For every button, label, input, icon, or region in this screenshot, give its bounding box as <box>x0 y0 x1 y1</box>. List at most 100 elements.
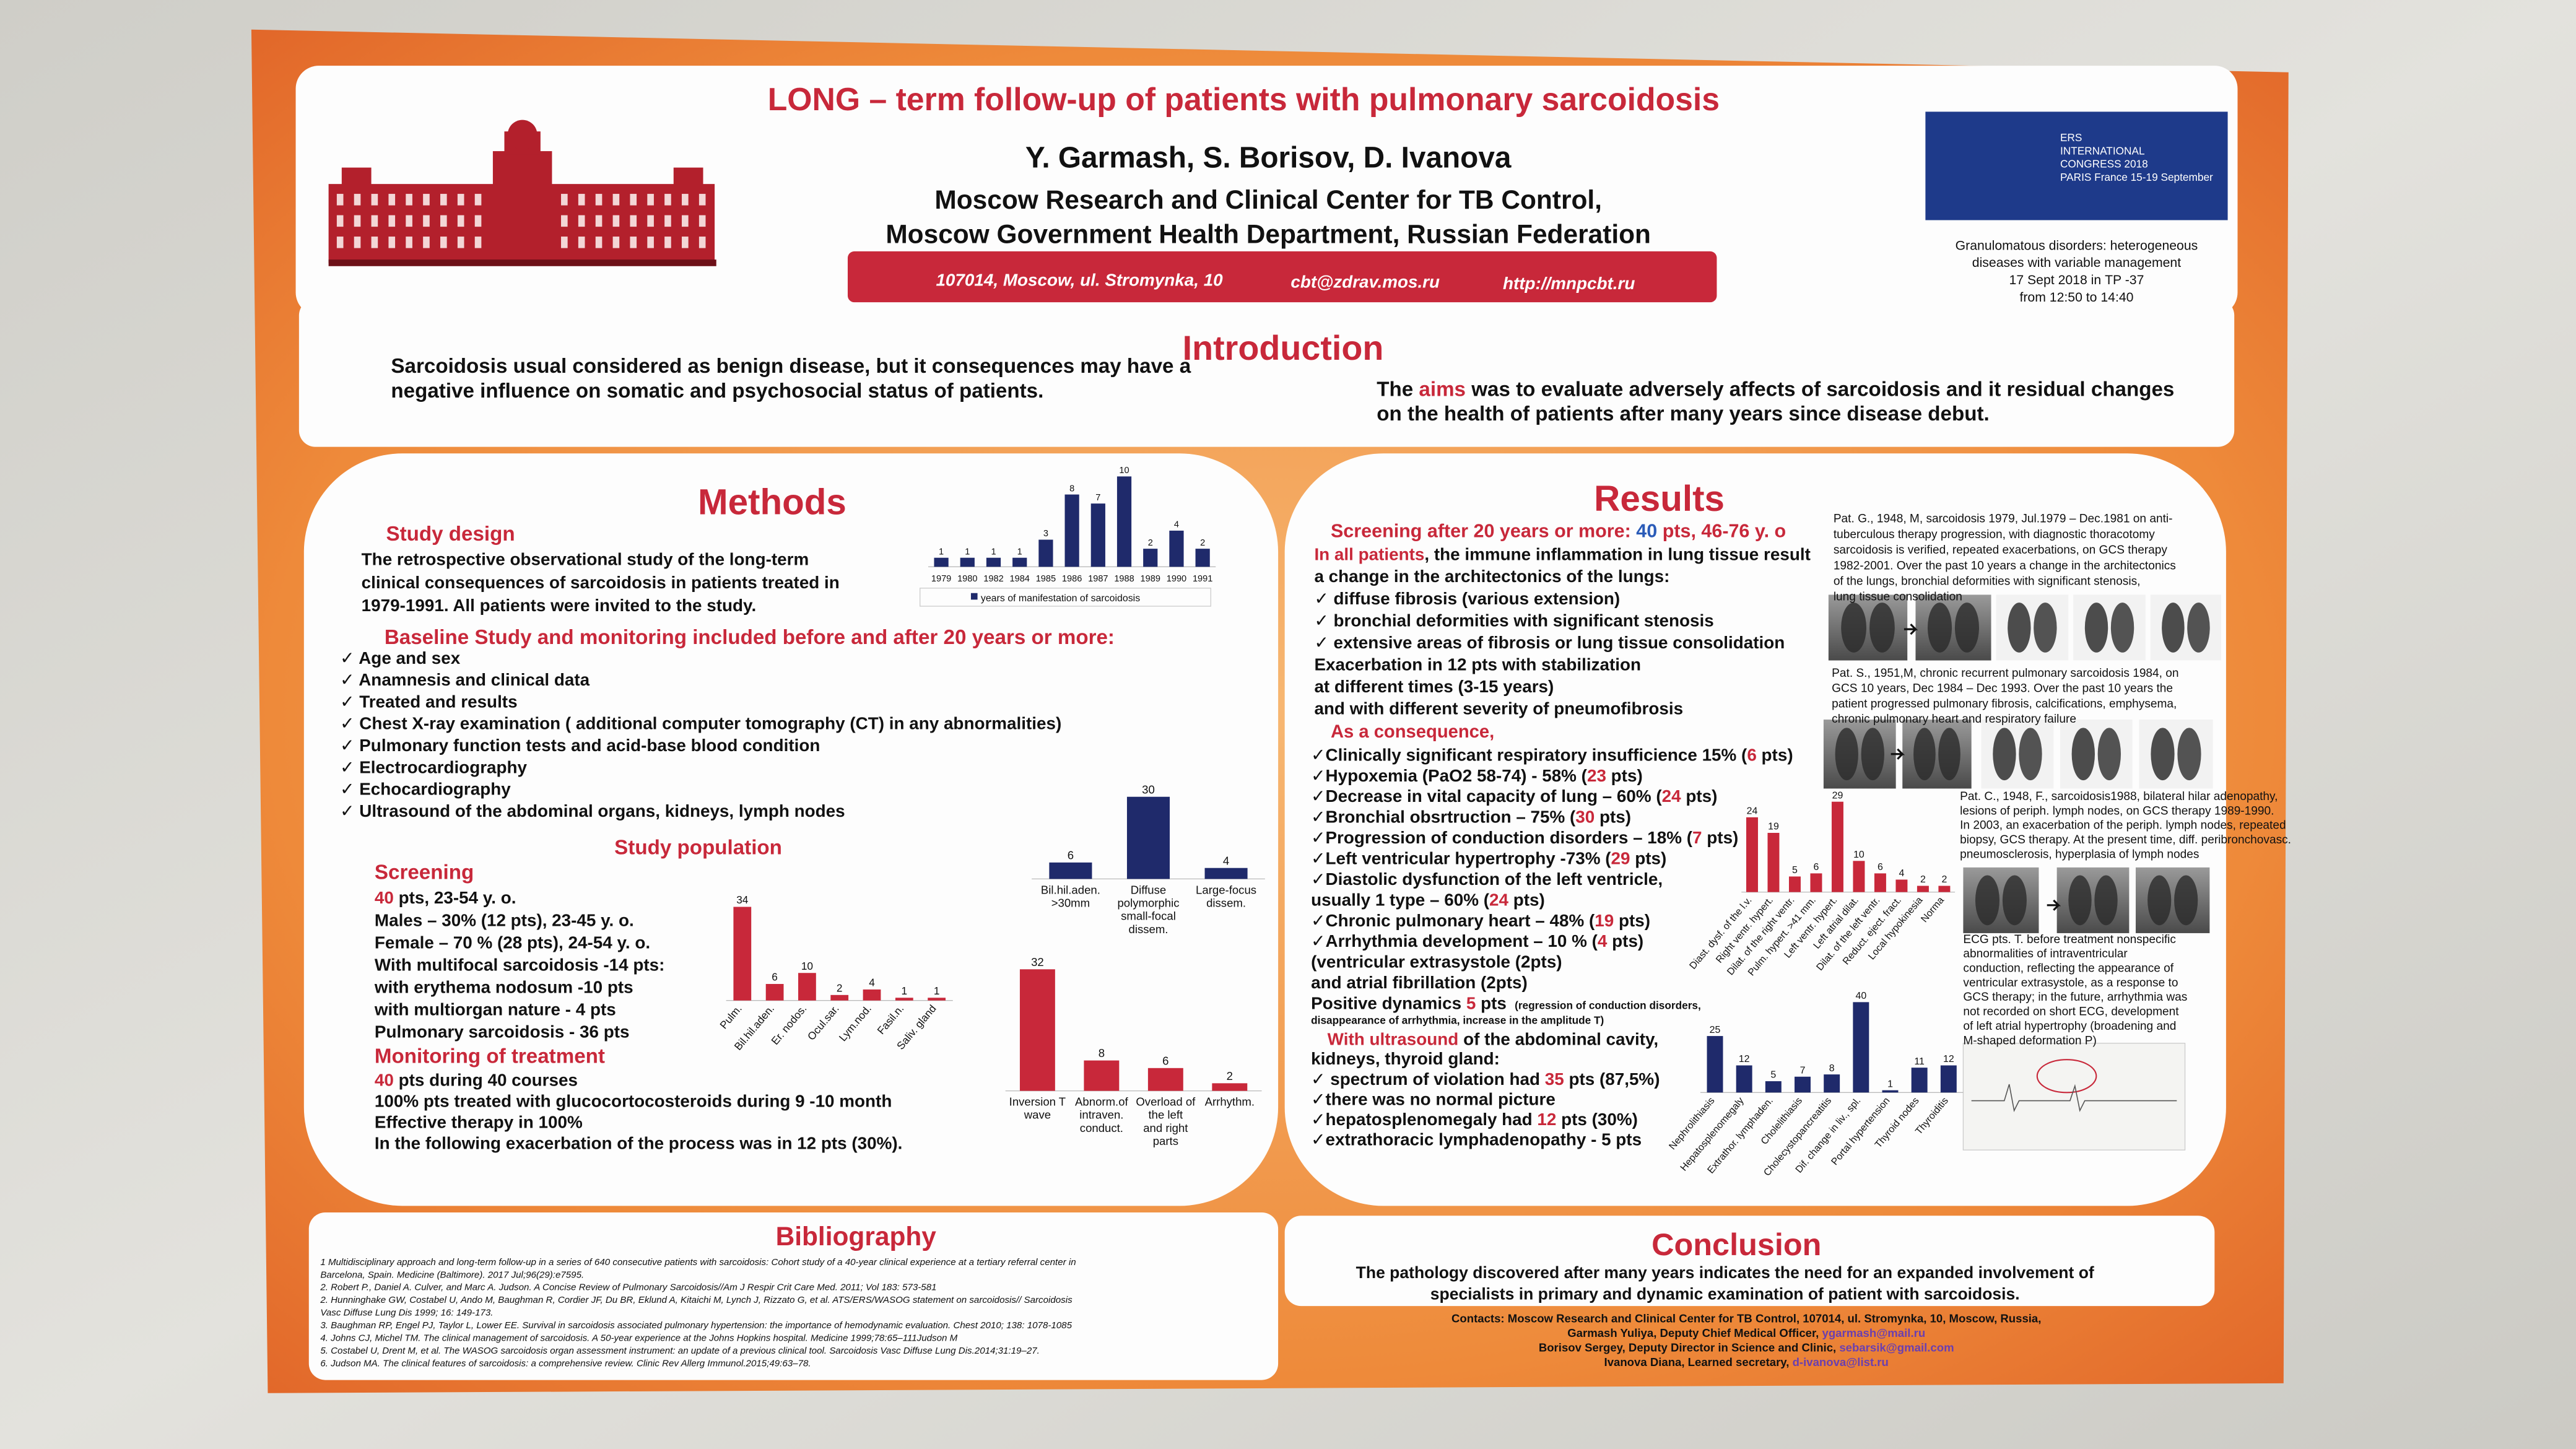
text-line: patient progressed pulmonary fibrosis, c… <box>1832 697 2177 710</box>
text-piece: pts) <box>1702 828 1739 847</box>
text-line: at different times (3-15 years) <box>1314 677 1554 696</box>
bar <box>1084 1060 1120 1091</box>
header-panel <box>295 66 2238 316</box>
value-label: 12 <box>1739 1054 1750 1064</box>
value-label: 2 <box>1227 1069 1233 1082</box>
text-line: ✓ diffuse fibrosis (various extension) <box>1314 589 1620 608</box>
text-line: (ventricular extrasystole (2pts) <box>1311 952 1562 972</box>
bar <box>1788 876 1801 892</box>
window <box>406 237 412 248</box>
dynamics-note: disappearance of arrhythmia, increase in… <box>1311 1014 1604 1026</box>
text-line: lesions of periph. lymph nodes, on GCS t… <box>1960 804 2274 817</box>
text-line: ✓Progression of conduction disorders – 1… <box>1311 828 1738 847</box>
category-label: 1991 <box>1193 574 1212 584</box>
bar <box>1195 549 1210 567</box>
text-piece: ✓Chronic pulmonary heart – 48% ( <box>1311 911 1595 930</box>
text-piece: 40 <box>1636 521 1657 542</box>
text-line: Introduction <box>1183 329 1384 367</box>
text-piece: pts) <box>1607 931 1643 951</box>
text-line: LONG – term follow-up of patients with p… <box>768 81 1720 117</box>
text-piece: Ivanova Diana, Learned secretary, <box>1604 1355 1793 1368</box>
bar <box>1204 868 1248 879</box>
text-line: 2. Robert P., Daniel A. Culver, and Marc… <box>320 1282 936 1293</box>
window <box>612 237 620 248</box>
window <box>388 194 396 206</box>
text-piece: pts (87,5%) <box>1564 1069 1660 1089</box>
window <box>561 215 568 227</box>
text-piece: 24 <box>1489 890 1508 909</box>
lung <box>2019 728 2042 781</box>
text-line: and atrial fibrillation (2pts) <box>1311 973 1528 992</box>
text-line: 17 Sept 2018 in TP -37 <box>2009 273 2144 287</box>
text-line: clinical consequences of sarcoidosis in … <box>362 573 840 592</box>
window <box>561 194 568 206</box>
category-label: 1979 <box>931 574 951 584</box>
value-label: 32 <box>1031 955 1044 968</box>
text-piece: pts, 46-76 y. o <box>1657 521 1786 542</box>
xray-image <box>2060 720 2133 789</box>
window <box>698 237 706 248</box>
window <box>595 215 603 227</box>
text-piece: pts) <box>1614 911 1650 930</box>
bar <box>1795 1076 1811 1093</box>
text-piece: ✓Clinically significant respiratory insu… <box>1311 745 1747 764</box>
bar <box>1736 1065 1752 1093</box>
window <box>474 194 482 206</box>
text-line: ✓ bronchial deformities with significant… <box>1314 611 1713 630</box>
text-line: abnormalities of intraventricular <box>1963 947 2128 960</box>
value-label: 25 <box>1710 1025 1721 1035</box>
text-line: Contacts: Moscow Research and Clinical C… <box>1451 1312 2041 1325</box>
text-piece: ✓Progression of conduction disorders – 1… <box>1311 828 1693 847</box>
bar <box>798 973 816 1001</box>
bar <box>1831 801 1843 892</box>
text-line: ✓Left ventricular hypertrophy -73% (29 p… <box>1311 849 1666 868</box>
text-line: pneumosclerosis, hyperplasia of lymph no… <box>1960 848 2199 861</box>
window <box>647 237 654 248</box>
text-line: The aims was to evaluate adversely affec… <box>1377 378 2174 401</box>
text-line: ✓Chronic pulmonary heart – 48% (19 pts) <box>1311 911 1650 930</box>
window <box>406 194 412 206</box>
value-label: 4 <box>1174 520 1179 530</box>
bar <box>1895 879 1908 892</box>
window <box>457 194 464 206</box>
text-piece: pts <box>1476 994 1507 1013</box>
lung <box>1993 728 2016 781</box>
value-label: 4 <box>1899 868 1904 879</box>
text-piece: ✓Hypoxemia (PaO2 58-74) - 58% ( <box>1311 766 1588 785</box>
window <box>336 237 344 248</box>
xray-image <box>1981 720 2054 789</box>
category-label: 1985 <box>1036 574 1056 584</box>
text-line: Bibliography <box>776 1222 937 1251</box>
text-piece: , the immune inflammation in lung tissue… <box>1424 545 1810 564</box>
text-line: CONGRESS 2018 <box>2060 158 2148 170</box>
value-label: 8 <box>1829 1063 1835 1074</box>
text-piece: was to evaluate adversely affects of sar… <box>1466 378 2174 401</box>
text-line: Exacerbation in 12 pts with stabilizatio… <box>1314 655 1641 674</box>
bar <box>986 557 1001 567</box>
text-piece: ✓Decrease in vital capacity of lung – 60… <box>1311 786 1662 806</box>
value-label: 29 <box>1832 790 1843 801</box>
text-piece: pts, 23-54 y. o. <box>394 888 516 907</box>
value-label: 1 <box>902 985 908 997</box>
bar <box>1765 1081 1782 1093</box>
text-line: 3. Baughman RP, Engel PJ, Taylor L, Lowe… <box>320 1320 1072 1331</box>
text-line: With ultrasound of the abdominal cavity, <box>1328 1029 1659 1048</box>
text-line: Methods <box>698 482 846 522</box>
window <box>474 215 482 227</box>
text-line: 100% pts treated with glucocortocosteroi… <box>375 1092 892 1111</box>
case-images <box>1823 594 2221 933</box>
window <box>647 194 654 206</box>
window <box>561 237 568 248</box>
text-line: ✓Diastolic dysfunction of the left ventr… <box>1311 869 1663 889</box>
lung <box>2110 603 2134 653</box>
text-line: 1 Multidisciplinary approach and long-te… <box>320 1257 1076 1268</box>
text-line: Moscow Research and Clinical Center for … <box>934 185 1602 214</box>
bar <box>934 557 949 567</box>
value-label: 6 <box>1878 862 1883 872</box>
text-piece: Garmash Yuliya, Deputy Chief Medical Off… <box>1567 1326 1822 1339</box>
text-line: Y. Garmash, S. Borisov, D. Ivanova <box>1025 142 1512 175</box>
window <box>336 194 344 206</box>
text-piece: In all patients <box>1314 545 1424 564</box>
text-piece: 19 <box>1595 911 1614 930</box>
text-piece: Borisov Sergey, Deputy Director in Scien… <box>1539 1341 1840 1354</box>
